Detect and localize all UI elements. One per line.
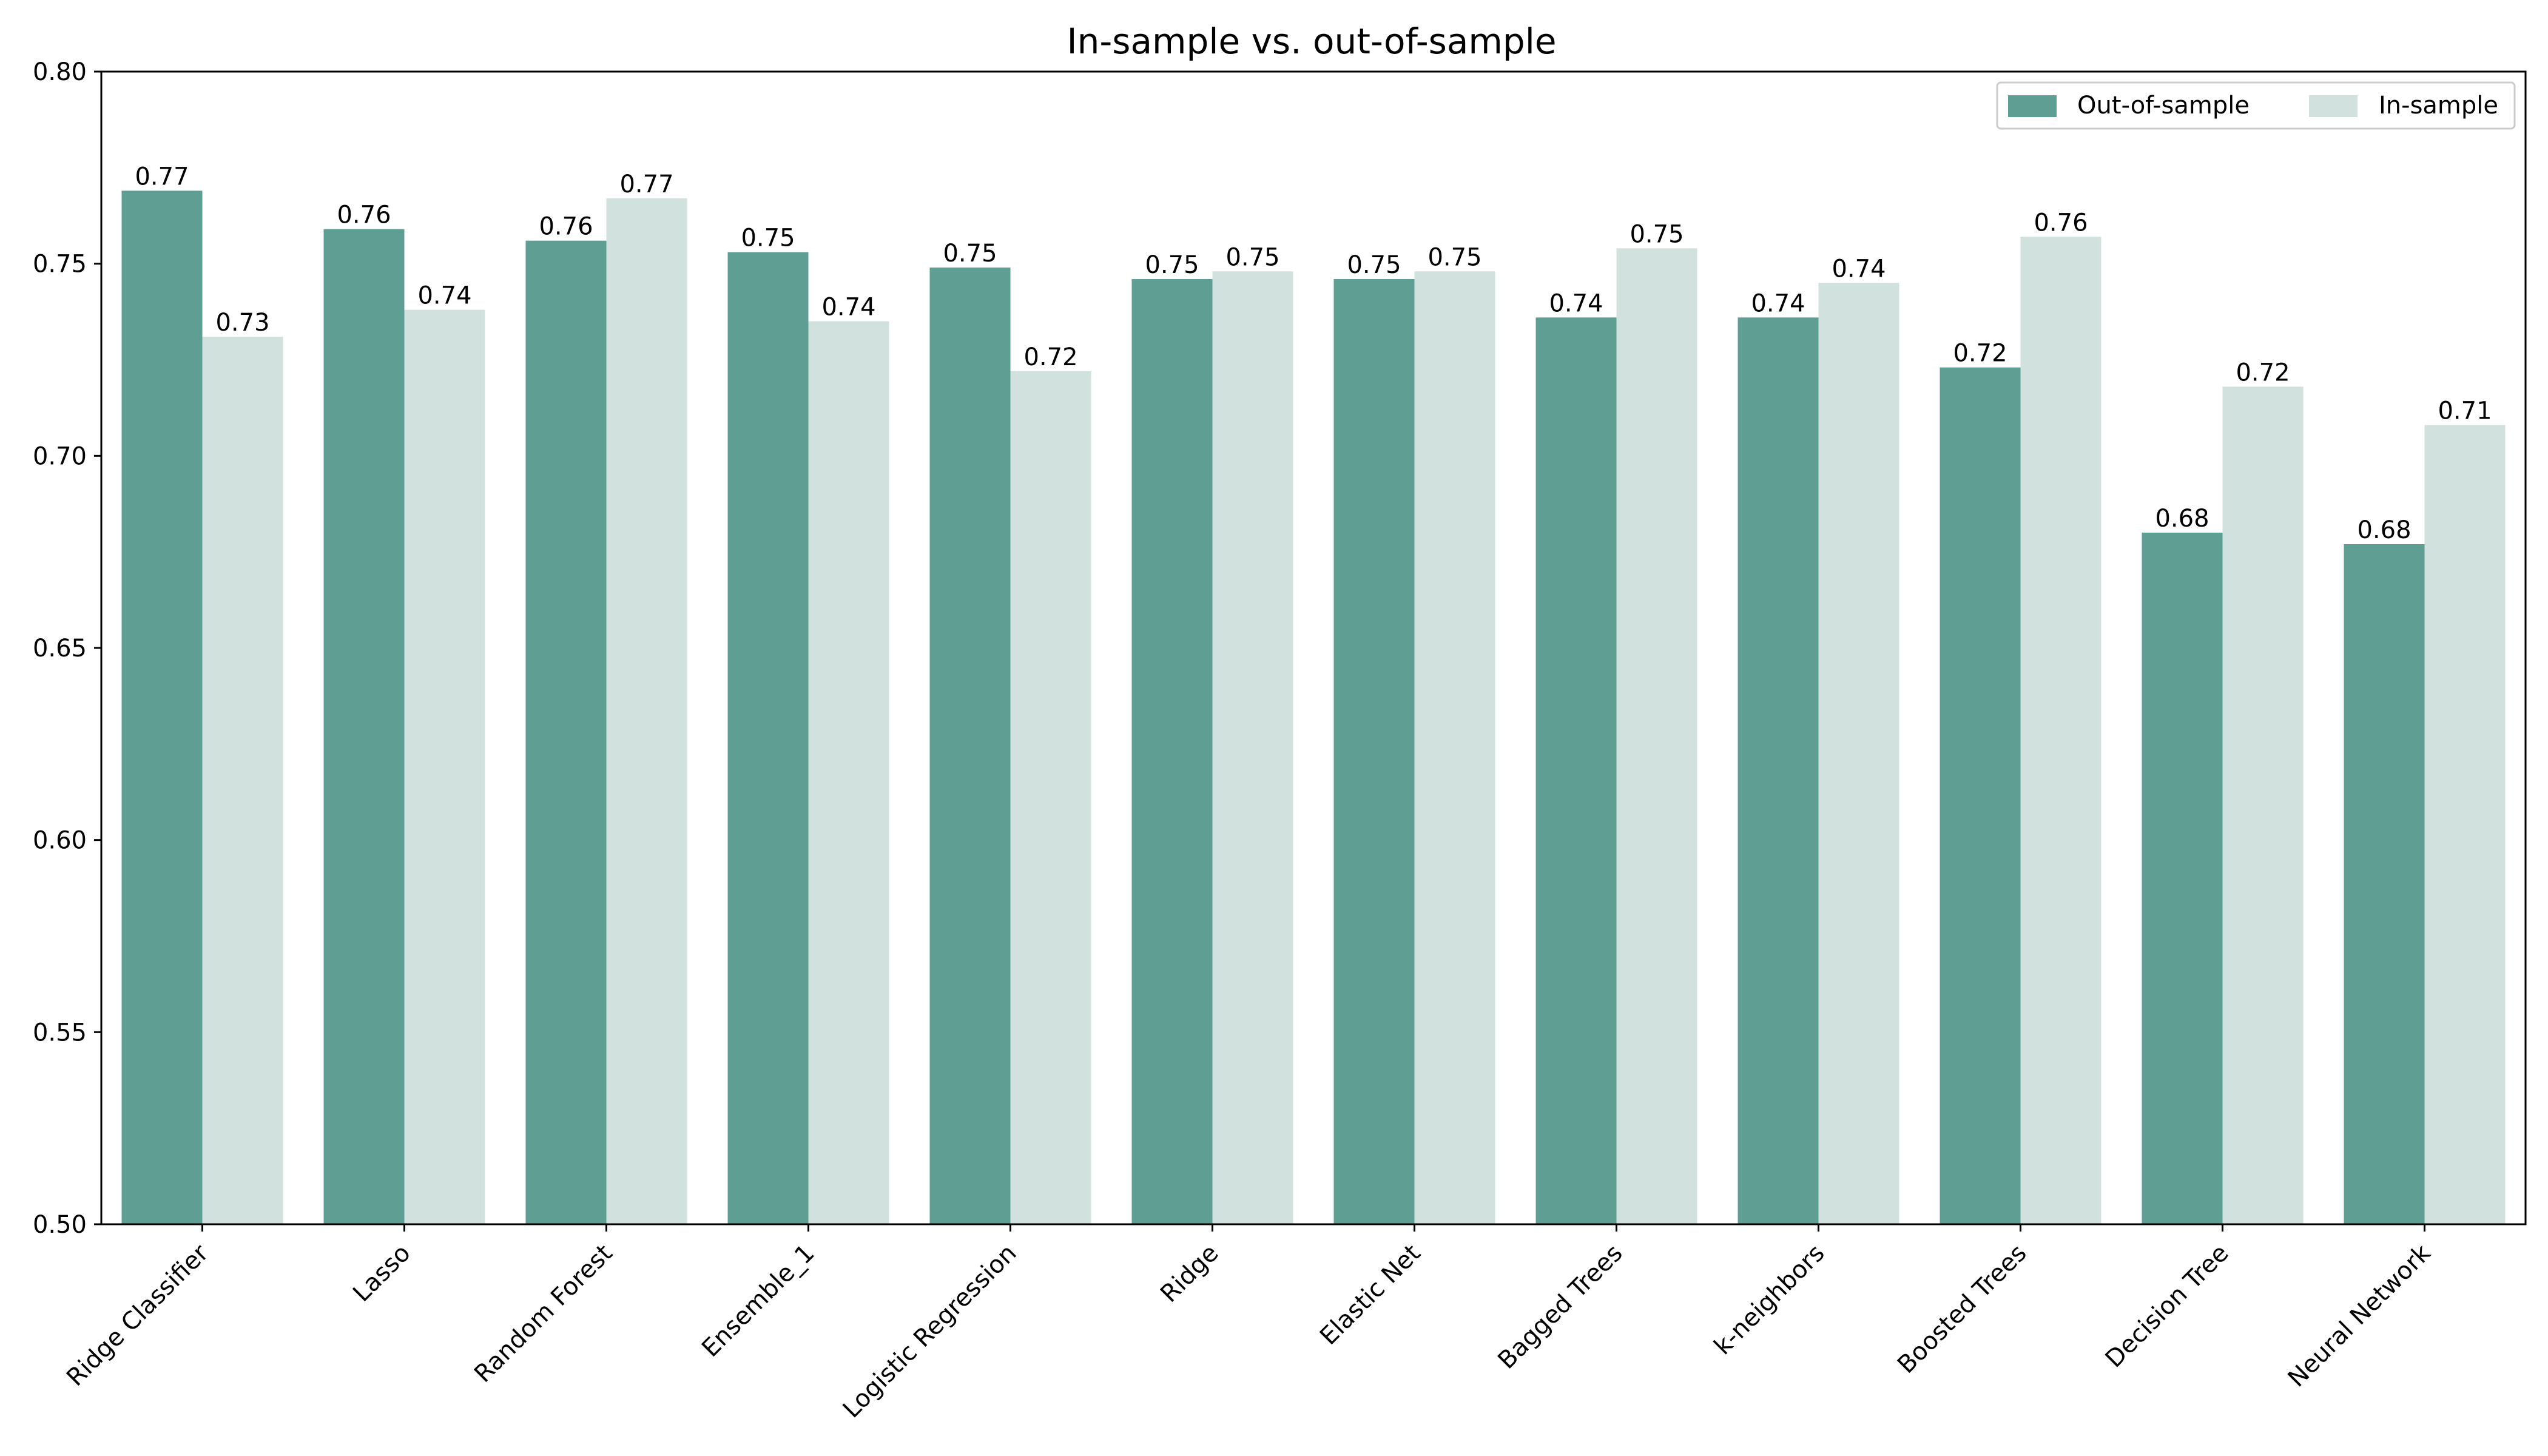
bar-in-sample-ridge-classifier: [202, 337, 283, 1224]
data-label-in-sample-logistic-regression: 0.72: [1023, 343, 1077, 371]
bar-out-of-sample-decision-tree: [2142, 533, 2223, 1224]
data-label-in-sample-elastic-net: 0.75: [1427, 243, 1481, 271]
y-tick-label: 0.65: [33, 635, 87, 662]
bar-out-of-sample-elastic-net: [1333, 279, 1415, 1224]
bar-out-of-sample-bagged-trees: [1535, 317, 1617, 1225]
x-tick-label-ridge: Ridge: [1155, 1239, 1224, 1308]
x-tick-label-neural-network: Neural Network: [2283, 1239, 2437, 1393]
data-label-in-sample-lasso: 0.74: [417, 282, 471, 310]
bar-in-sample-elastic-net: [1414, 271, 1495, 1224]
bar-in-sample-lasso: [404, 309, 485, 1225]
bar-in-sample-boosted-trees: [2020, 237, 2101, 1224]
y-tick-label: 0.80: [33, 58, 87, 86]
bar-out-of-sample-ridge: [1131, 279, 1213, 1224]
legend-swatch-in-sample: [2309, 95, 2358, 117]
bar-in-sample-logistic-regression: [1010, 371, 1091, 1224]
bar-out-of-sample-ensemble-1: [727, 252, 809, 1225]
bar-out-of-sample-boosted-trees: [1940, 367, 2021, 1224]
data-label-out-of-sample-lasso: 0.76: [337, 201, 391, 229]
bar-in-sample-random-forest: [606, 198, 687, 1224]
data-label-out-of-sample-logistic-regression: 0.75: [943, 240, 997, 268]
data-label-in-sample-ridge: 0.75: [1225, 243, 1279, 271]
data-label-in-sample-k-neighbors: 0.74: [1832, 255, 1886, 283]
y-tick-label: 0.60: [33, 827, 87, 855]
x-tick-label-boosted-trees: Boosted Trees: [1892, 1239, 2032, 1379]
legend-swatch-out-of-sample: [2008, 95, 2057, 117]
bar-in-sample-decision-tree: [2222, 386, 2304, 1225]
y-tick-label: 0.70: [33, 442, 87, 470]
bar-out-of-sample-neural-network: [2344, 544, 2425, 1224]
data-label-in-sample-boosted-trees: 0.76: [2034, 209, 2088, 237]
y-tick-label: 0.55: [33, 1019, 87, 1046]
x-tick-label-random-forest: Random Forest: [469, 1239, 618, 1388]
bar-in-sample-bagged-trees: [1616, 248, 1697, 1224]
bar-in-sample-neural-network: [2424, 425, 2506, 1224]
bar-in-sample-k-neighbors: [1818, 283, 1899, 1224]
legend: Out-of-sample In-sample: [1996, 81, 2516, 130]
legend-label-out-of-sample: Out-of-sample: [2077, 92, 2250, 120]
legend-frame: [1996, 81, 2516, 130]
x-tick-label-k-neighbors: k-neighbors: [1709, 1239, 1830, 1361]
data-label-out-of-sample-ridge: 0.75: [1145, 251, 1199, 279]
x-tick-label-ridge-classifier: Ridge Classifier: [61, 1239, 214, 1392]
bar-in-sample-ridge: [1212, 271, 1293, 1224]
data-label-in-sample-ensemble-1: 0.74: [821, 294, 875, 322]
data-label-out-of-sample-ridge-classifier: 0.77: [135, 163, 189, 190]
y-tick-label: 0.50: [33, 1211, 87, 1239]
data-label-out-of-sample-boosted-trees: 0.72: [1953, 340, 2007, 368]
x-tick-label-logistic-regression: Logistic Regression: [838, 1239, 1022, 1424]
bar-out-of-sample-random-forest: [525, 240, 607, 1225]
x-tick-label-elastic-net: Elastic Net: [1315, 1239, 1426, 1350]
data-label-out-of-sample-decision-tree: 0.68: [2155, 505, 2209, 533]
data-label-in-sample-ridge-classifier: 0.73: [215, 309, 269, 337]
data-label-out-of-sample-neural-network: 0.68: [2357, 516, 2411, 544]
data-label-in-sample-neural-network: 0.71: [2438, 397, 2492, 425]
x-tick-label-bagged-trees: Bagged Trees: [1492, 1239, 1628, 1375]
data-label-in-sample-decision-tree: 0.72: [2236, 359, 2290, 386]
bar-out-of-sample-k-neighbors: [1737, 317, 1819, 1225]
data-label-out-of-sample-elastic-net: 0.75: [1347, 251, 1401, 279]
bar-out-of-sample-ridge-classifier: [121, 190, 203, 1224]
data-label-out-of-sample-random-forest: 0.76: [539, 213, 593, 241]
bar-in-sample-ensemble-1: [808, 321, 889, 1224]
data-label-in-sample-bagged-trees: 0.75: [1630, 220, 1684, 248]
data-label-in-sample-random-forest: 0.77: [619, 170, 673, 198]
x-tick-label-lasso: Lasso: [348, 1239, 416, 1307]
legend-label-in-sample: In-sample: [2379, 92, 2498, 120]
bar-out-of-sample-logistic-regression: [929, 268, 1011, 1224]
x-tick-label-decision-tree: Decision Tree: [2100, 1239, 2234, 1373]
chart-title: In-sample vs. out-of-sample: [1067, 21, 1556, 62]
x-tick-label-ensemble-1: Ensemble_1: [696, 1239, 820, 1363]
data-label-out-of-sample-k-neighbors: 0.74: [1751, 289, 1805, 317]
y-tick-label: 0.75: [33, 251, 87, 278]
data-label-out-of-sample-bagged-trees: 0.74: [1549, 289, 1603, 317]
bar-out-of-sample-lasso: [323, 229, 405, 1225]
data-label-out-of-sample-ensemble-1: 0.75: [741, 224, 795, 252]
